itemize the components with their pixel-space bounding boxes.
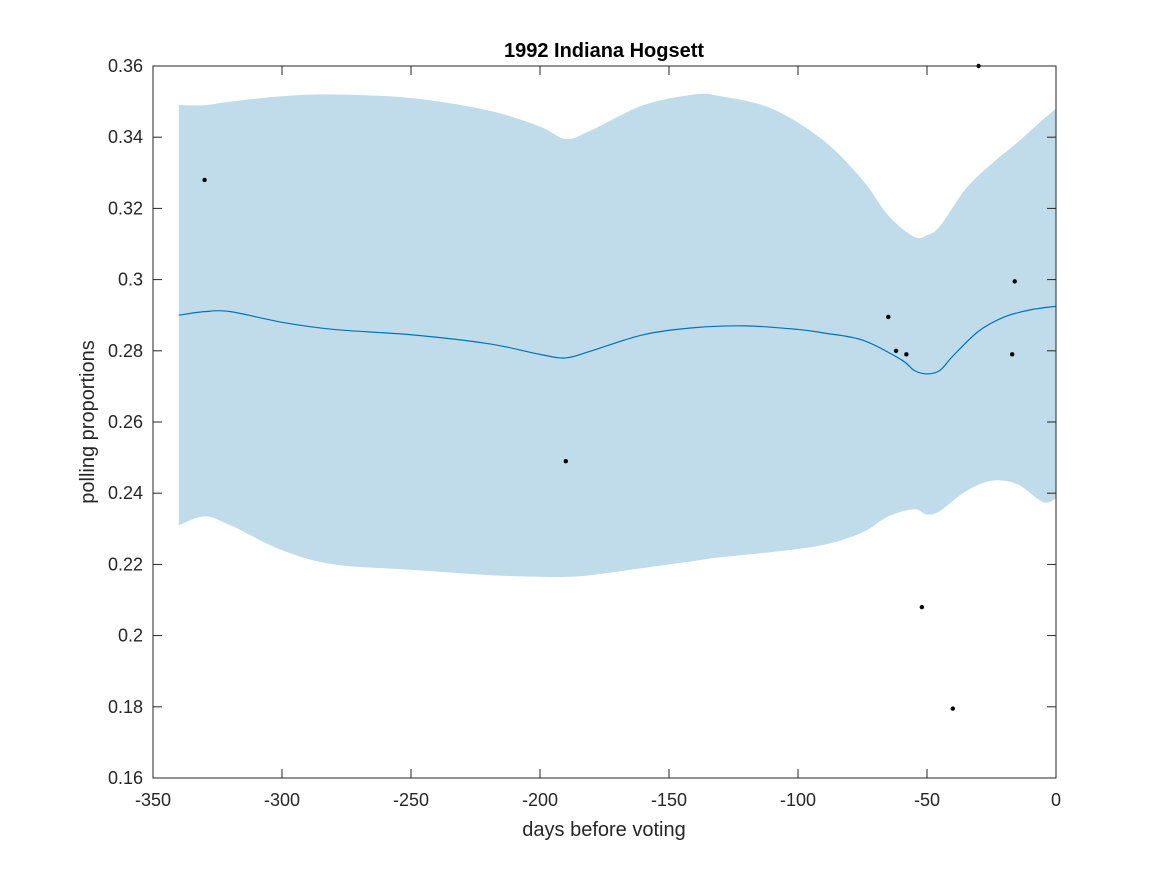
y-tick-label: 0.24: [108, 483, 143, 503]
plot-area: [178, 63, 1057, 711]
y-tick-label: 0.16: [108, 768, 143, 788]
poll-point: [893, 348, 899, 353]
x-axis-label: days before voting: [522, 819, 685, 841]
poll-point: [950, 706, 955, 711]
y-tick-label: 0.22: [108, 554, 143, 574]
x-tick-label: -200: [522, 790, 558, 810]
poll-point: [1012, 279, 1017, 284]
poll-point: [1009, 352, 1015, 357]
y-tick-label: 0.18: [108, 697, 143, 717]
y-tick-label: 0.2: [118, 626, 143, 646]
y-tick-label: 0.32: [108, 198, 143, 218]
confidence-band: [178, 93, 1057, 578]
y-axis-label: polling proportions: [77, 340, 99, 503]
poll-point: [904, 352, 909, 357]
y-tick-label: 0.28: [108, 341, 143, 361]
x-tick-label: -150: [651, 790, 687, 810]
y-tick-label: 0.3: [118, 270, 143, 290]
y-tick-label: 0.34: [108, 127, 143, 147]
poll-point: [886, 314, 891, 320]
poll-point: [202, 177, 207, 183]
poll-point: [563, 458, 568, 464]
trend-line: [178, 305, 1057, 375]
x-tick-label: -250: [393, 790, 429, 810]
x-tick-label: -350: [135, 790, 171, 810]
x-tick-label: -50: [914, 790, 940, 810]
y-tick-label: 0.36: [108, 56, 143, 76]
chart-title: 1992 Indiana Hogsett: [504, 40, 704, 62]
x-tick-label: 0: [1051, 790, 1061, 810]
x-tick-label: -300: [264, 790, 300, 810]
axes: -350 -300 -250 -200 -150 -100 -50 0 0.16 0.18 0.2 0…: [108, 56, 1061, 810]
y-tick-label: 0.26: [108, 412, 143, 432]
x-tick-label: -100: [780, 790, 816, 810]
poll-point: [919, 604, 925, 610]
